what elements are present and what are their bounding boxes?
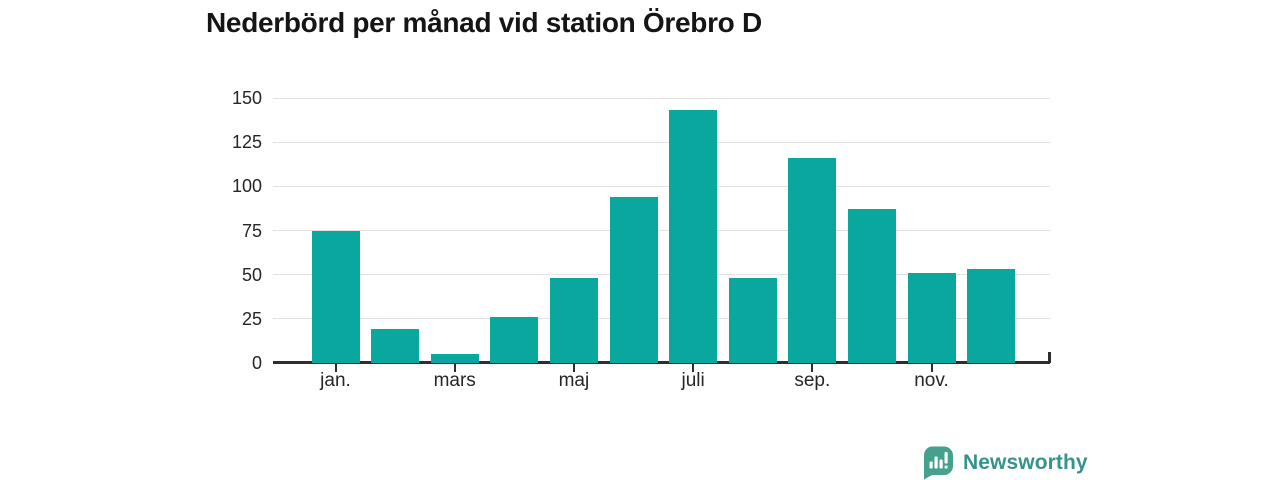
bar-jan xyxy=(311,230,360,363)
gridline-y-125 xyxy=(273,141,1050,143)
x-axis-tick-juli xyxy=(692,363,695,372)
y-axis-tick-label-0: 0 xyxy=(251,353,262,373)
logo-bar-3 xyxy=(939,459,943,469)
gridline-y-100 xyxy=(273,185,1050,187)
gridline-y-75 xyxy=(273,230,1050,231)
x-axis-tick-label-maj: maj xyxy=(558,370,590,391)
y-axis: 0 25 50 75 100 125 150 xyxy=(0,88,262,388)
bar-juni xyxy=(609,196,658,363)
y-axis-tick-label-100: 100 xyxy=(231,176,262,197)
plot-area: jan. mars maj juli sep. nov. xyxy=(273,97,1051,391)
newsworthy-logo-icon xyxy=(923,446,953,480)
chart-title: Nederbörd per månad vid station Örebro D xyxy=(206,7,762,38)
x-axis-tick-sep xyxy=(811,363,814,372)
x-axis-tick-mars xyxy=(453,363,456,372)
newsworthy-wordmark: Newsworthy xyxy=(963,451,1088,474)
y-axis-tick-label-50: 50 xyxy=(241,264,262,285)
y-axis-tick-label-75: 75 xyxy=(241,220,262,241)
bar-apr xyxy=(490,317,539,363)
x-axis-tick-jan xyxy=(334,363,337,372)
logo-exclamation-dot xyxy=(944,465,948,469)
gridline-y-50 xyxy=(273,274,1050,276)
bar-aug xyxy=(728,278,777,363)
gridline-y-150 xyxy=(273,97,1050,99)
x-axis-tick-maj xyxy=(572,363,575,372)
x-axis-tick-label-mars: mars xyxy=(433,370,476,391)
logo-exclamation-bar xyxy=(944,452,948,464)
x-axis-tick-label-juli: juli xyxy=(681,370,705,391)
gridline-y-25 xyxy=(273,318,1050,320)
logo-bar-1 xyxy=(929,461,933,469)
newsworthy-logo: Newsworthy xyxy=(921,446,1088,480)
bar-mars xyxy=(430,354,479,363)
bar-sep xyxy=(788,158,837,363)
x-axis-tick-label-sep: sep. xyxy=(794,370,831,391)
x-axis-tick-nov xyxy=(930,363,933,372)
y-axis-tick-label-125: 125 xyxy=(231,132,262,153)
x-axis-tick-label-jan: jan. xyxy=(320,370,351,391)
x-axis-endcap xyxy=(1048,352,1051,363)
x-axis-tick-label-nov: nov. xyxy=(914,370,949,391)
bar-feb xyxy=(371,329,420,363)
y-axis-tick-label-150: 150 xyxy=(231,88,262,108)
bar-juli xyxy=(669,110,718,363)
bar-maj xyxy=(549,278,598,363)
bar-dec xyxy=(967,269,1016,363)
x-axis-line xyxy=(273,360,1050,364)
bar-okt xyxy=(847,209,896,363)
y-axis-tick-label-25: 25 xyxy=(241,308,262,329)
logo-bar-2 xyxy=(934,456,938,469)
bar-nov xyxy=(907,272,956,363)
